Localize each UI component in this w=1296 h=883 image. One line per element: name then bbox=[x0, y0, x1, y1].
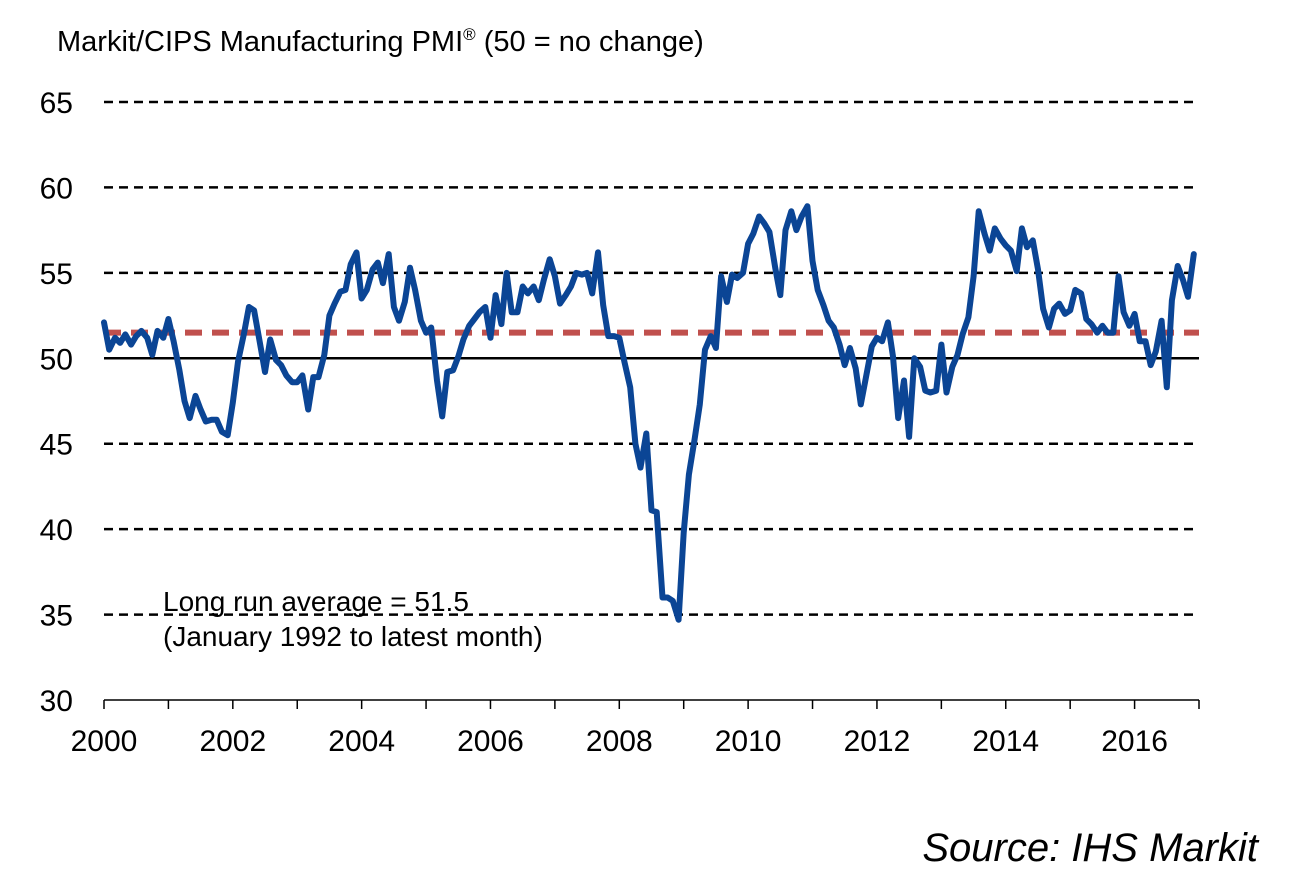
y-tick-label: 30 bbox=[40, 685, 73, 718]
x-tick-label: 2014 bbox=[972, 725, 1039, 758]
y-tick-label: 60 bbox=[40, 172, 73, 205]
y-tick-label: 65 bbox=[40, 87, 73, 120]
x-tick-label: 2012 bbox=[844, 725, 911, 758]
chart-title-mark: ® bbox=[463, 25, 476, 44]
grid-lines bbox=[104, 100, 1199, 616]
y-tick-label: 55 bbox=[40, 258, 73, 291]
pmi-series-line bbox=[101, 203, 1197, 623]
x-tick-label: 2004 bbox=[328, 725, 395, 758]
chart-title: Markit/CIPS Manufacturing PMI® (50 = no … bbox=[57, 25, 704, 58]
y-tick-label: 35 bbox=[40, 600, 73, 633]
average-annotation-line1: Long run average = 51.5 bbox=[163, 586, 469, 617]
x-axis-tick-labels: 2000 2002 2004 2006 2008 2010 2012 2014 2016 bbox=[71, 725, 1168, 758]
x-tick-label: 2000 bbox=[71, 725, 138, 758]
x-tick-label: 2010 bbox=[715, 725, 782, 758]
x-axis-ticks bbox=[103, 700, 1200, 709]
y-tick-label: 45 bbox=[40, 429, 73, 462]
x-tick-label: 2008 bbox=[586, 725, 653, 758]
y-tick-label: 50 bbox=[40, 343, 73, 376]
x-tick-label: 2006 bbox=[457, 725, 524, 758]
x-tick-label: 2002 bbox=[199, 725, 266, 758]
chart-title-suffix: (50 = no change) bbox=[476, 26, 704, 58]
y-tick-label: 40 bbox=[40, 514, 73, 547]
source-note: Source: IHS Markit bbox=[922, 826, 1258, 870]
chart-title-main: Markit/CIPS Manufacturing PMI bbox=[57, 26, 463, 58]
average-annotation-line2: (January 1992 to latest month) bbox=[163, 621, 543, 652]
y-axis-tick-labels: 30 35 40 45 50 55 60 65 bbox=[40, 87, 73, 718]
x-tick-label: 2016 bbox=[1101, 725, 1168, 758]
